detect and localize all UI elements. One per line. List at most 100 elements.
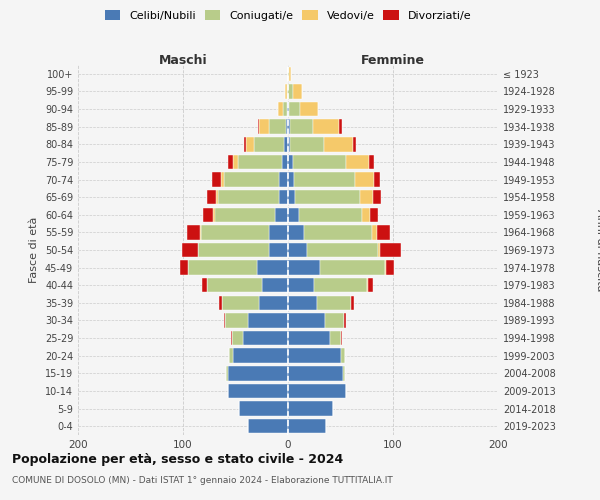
Bar — [288, 190, 295, 204]
Bar — [299, 102, 319, 117]
Bar — [200, 225, 201, 240]
Bar — [246, 137, 254, 152]
Bar — [344, 314, 346, 328]
Bar — [370, 208, 379, 222]
Bar — [238, 154, 282, 169]
Bar — [288, 120, 290, 134]
Bar — [379, 243, 380, 257]
Bar — [287, 84, 288, 98]
Bar — [288, 402, 333, 416]
Bar — [299, 208, 361, 222]
Bar — [283, 102, 287, 117]
Bar — [288, 225, 304, 240]
Bar — [226, 366, 228, 380]
Bar — [198, 243, 269, 257]
Bar — [295, 190, 361, 204]
Bar — [340, 120, 341, 134]
Bar — [257, 120, 259, 134]
Bar — [259, 120, 269, 134]
Bar — [289, 66, 291, 81]
Bar — [233, 154, 238, 169]
Bar — [232, 331, 243, 345]
Bar — [228, 154, 233, 169]
Bar — [313, 120, 340, 134]
Bar — [243, 331, 288, 345]
Bar — [269, 120, 286, 134]
Bar — [288, 366, 343, 380]
Bar — [385, 260, 386, 275]
Y-axis label: Anni di nascita: Anni di nascita — [595, 209, 600, 291]
Text: Popolazione per età, sesso e stato civile - 2024: Popolazione per età, sesso e stato civil… — [12, 452, 343, 466]
Bar — [259, 296, 288, 310]
Bar — [229, 348, 233, 363]
Bar — [275, 208, 288, 222]
Bar — [367, 278, 368, 292]
Bar — [304, 225, 372, 240]
Bar — [224, 172, 278, 186]
Bar — [373, 190, 382, 204]
Bar — [254, 137, 284, 152]
Bar — [288, 278, 314, 292]
Bar — [284, 137, 288, 152]
Bar — [288, 137, 290, 152]
Bar — [288, 154, 293, 169]
Bar — [222, 296, 259, 310]
Bar — [355, 172, 374, 186]
Bar — [374, 172, 380, 186]
Bar — [317, 296, 351, 310]
Bar — [295, 172, 355, 186]
Bar — [285, 84, 287, 98]
Bar — [233, 348, 288, 363]
Bar — [257, 260, 288, 275]
Bar — [286, 120, 288, 134]
Bar — [325, 314, 344, 328]
Bar — [361, 208, 370, 222]
Bar — [214, 208, 215, 222]
Bar — [288, 66, 289, 81]
Bar — [353, 137, 356, 152]
Bar — [368, 278, 373, 292]
Legend: Celibi/Nubili, Coniugati/e, Vedovi/e, Divorziati/e: Celibi/Nubili, Coniugati/e, Vedovi/e, Di… — [103, 8, 473, 23]
Bar — [372, 225, 377, 240]
Bar — [248, 314, 288, 328]
Bar — [293, 84, 302, 98]
Bar — [289, 102, 299, 117]
Bar — [187, 225, 200, 240]
Bar — [212, 172, 221, 186]
Bar — [288, 243, 307, 257]
Text: Femmine: Femmine — [361, 54, 425, 67]
Bar — [218, 190, 278, 204]
Bar — [369, 154, 374, 169]
Bar — [330, 331, 341, 345]
Bar — [307, 243, 379, 257]
Bar — [180, 260, 188, 275]
Bar — [215, 190, 218, 204]
Bar — [346, 154, 369, 169]
Bar — [324, 137, 353, 152]
Bar — [361, 190, 373, 204]
Bar — [288, 348, 341, 363]
Text: COMUNE DI DOSOLO (MN) - Dati ISTAT 1° gennaio 2024 - Elaborazione TUTTITALIA.IT: COMUNE DI DOSOLO (MN) - Dati ISTAT 1° ge… — [12, 476, 393, 485]
Bar — [182, 243, 198, 257]
Bar — [288, 102, 289, 117]
Bar — [215, 208, 275, 222]
Bar — [351, 296, 354, 310]
Bar — [288, 296, 317, 310]
Bar — [341, 348, 344, 363]
Y-axis label: Fasce di età: Fasce di età — [29, 217, 39, 283]
Bar — [288, 172, 295, 186]
Bar — [343, 366, 345, 380]
Bar — [218, 296, 222, 310]
Bar — [282, 154, 288, 169]
Bar — [278, 172, 288, 186]
Bar — [248, 419, 288, 434]
Bar — [239, 402, 288, 416]
Bar — [228, 384, 288, 398]
Bar — [225, 314, 248, 328]
Bar — [290, 120, 313, 134]
Bar — [207, 190, 215, 204]
Bar — [320, 260, 385, 275]
Bar — [386, 260, 394, 275]
Bar — [288, 384, 346, 398]
Bar — [377, 225, 390, 240]
